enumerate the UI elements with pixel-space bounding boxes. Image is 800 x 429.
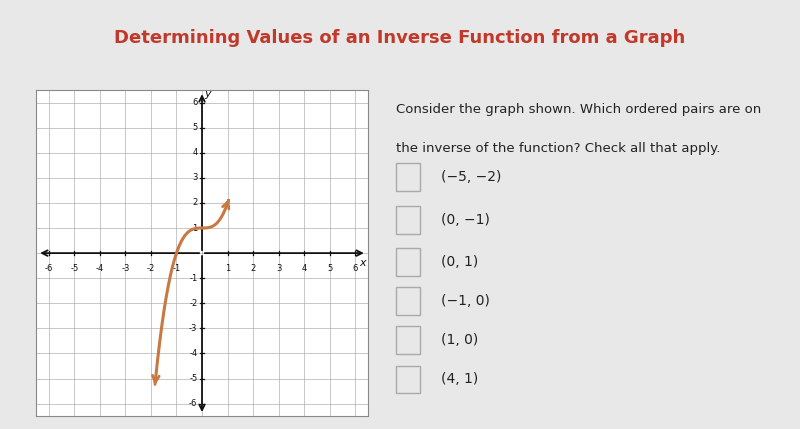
- Text: (0, −1): (0, −1): [441, 213, 490, 227]
- Bar: [396, 206, 420, 233]
- Text: x: x: [359, 258, 366, 268]
- Text: 1: 1: [192, 224, 198, 233]
- Bar: [396, 248, 420, 276]
- Text: (4, 1): (4, 1): [441, 372, 478, 387]
- Bar: [396, 287, 420, 315]
- Text: 4: 4: [192, 148, 198, 157]
- Text: (1, 0): (1, 0): [441, 333, 478, 347]
- Text: -4: -4: [189, 349, 198, 358]
- Bar: [396, 163, 420, 191]
- Text: -2: -2: [146, 264, 155, 273]
- Text: 6: 6: [353, 264, 358, 273]
- Text: -6: -6: [189, 399, 198, 408]
- Text: the inverse of the function? Check all that apply.: the inverse of the function? Check all t…: [396, 142, 721, 155]
- Text: -5: -5: [70, 264, 78, 273]
- Text: 2: 2: [192, 199, 198, 208]
- Text: 3: 3: [276, 264, 282, 273]
- Text: 4: 4: [302, 264, 306, 273]
- Text: 3: 3: [192, 173, 198, 182]
- Text: Consider the graph shown. Which ordered pairs are on: Consider the graph shown. Which ordered …: [396, 103, 762, 116]
- Text: y: y: [204, 89, 211, 99]
- Text: (−5, −2): (−5, −2): [441, 170, 501, 184]
- Text: -3: -3: [121, 264, 130, 273]
- Bar: [396, 366, 420, 393]
- Text: Determining Values of an Inverse Function from a Graph: Determining Values of an Inverse Functio…: [114, 29, 686, 47]
- Text: -6: -6: [45, 264, 53, 273]
- Text: -3: -3: [189, 324, 198, 333]
- Text: (0, 1): (0, 1): [441, 255, 478, 269]
- Text: (−1, 0): (−1, 0): [441, 294, 490, 308]
- Text: -1: -1: [189, 274, 198, 283]
- Bar: [396, 326, 420, 354]
- Text: 1: 1: [225, 264, 230, 273]
- Text: 6: 6: [192, 98, 198, 107]
- Text: -5: -5: [189, 374, 198, 383]
- Text: -4: -4: [96, 264, 104, 273]
- Text: -2: -2: [189, 299, 198, 308]
- Text: 5: 5: [327, 264, 332, 273]
- Text: -1: -1: [172, 264, 181, 273]
- Text: 5: 5: [192, 123, 198, 132]
- Text: 2: 2: [250, 264, 256, 273]
